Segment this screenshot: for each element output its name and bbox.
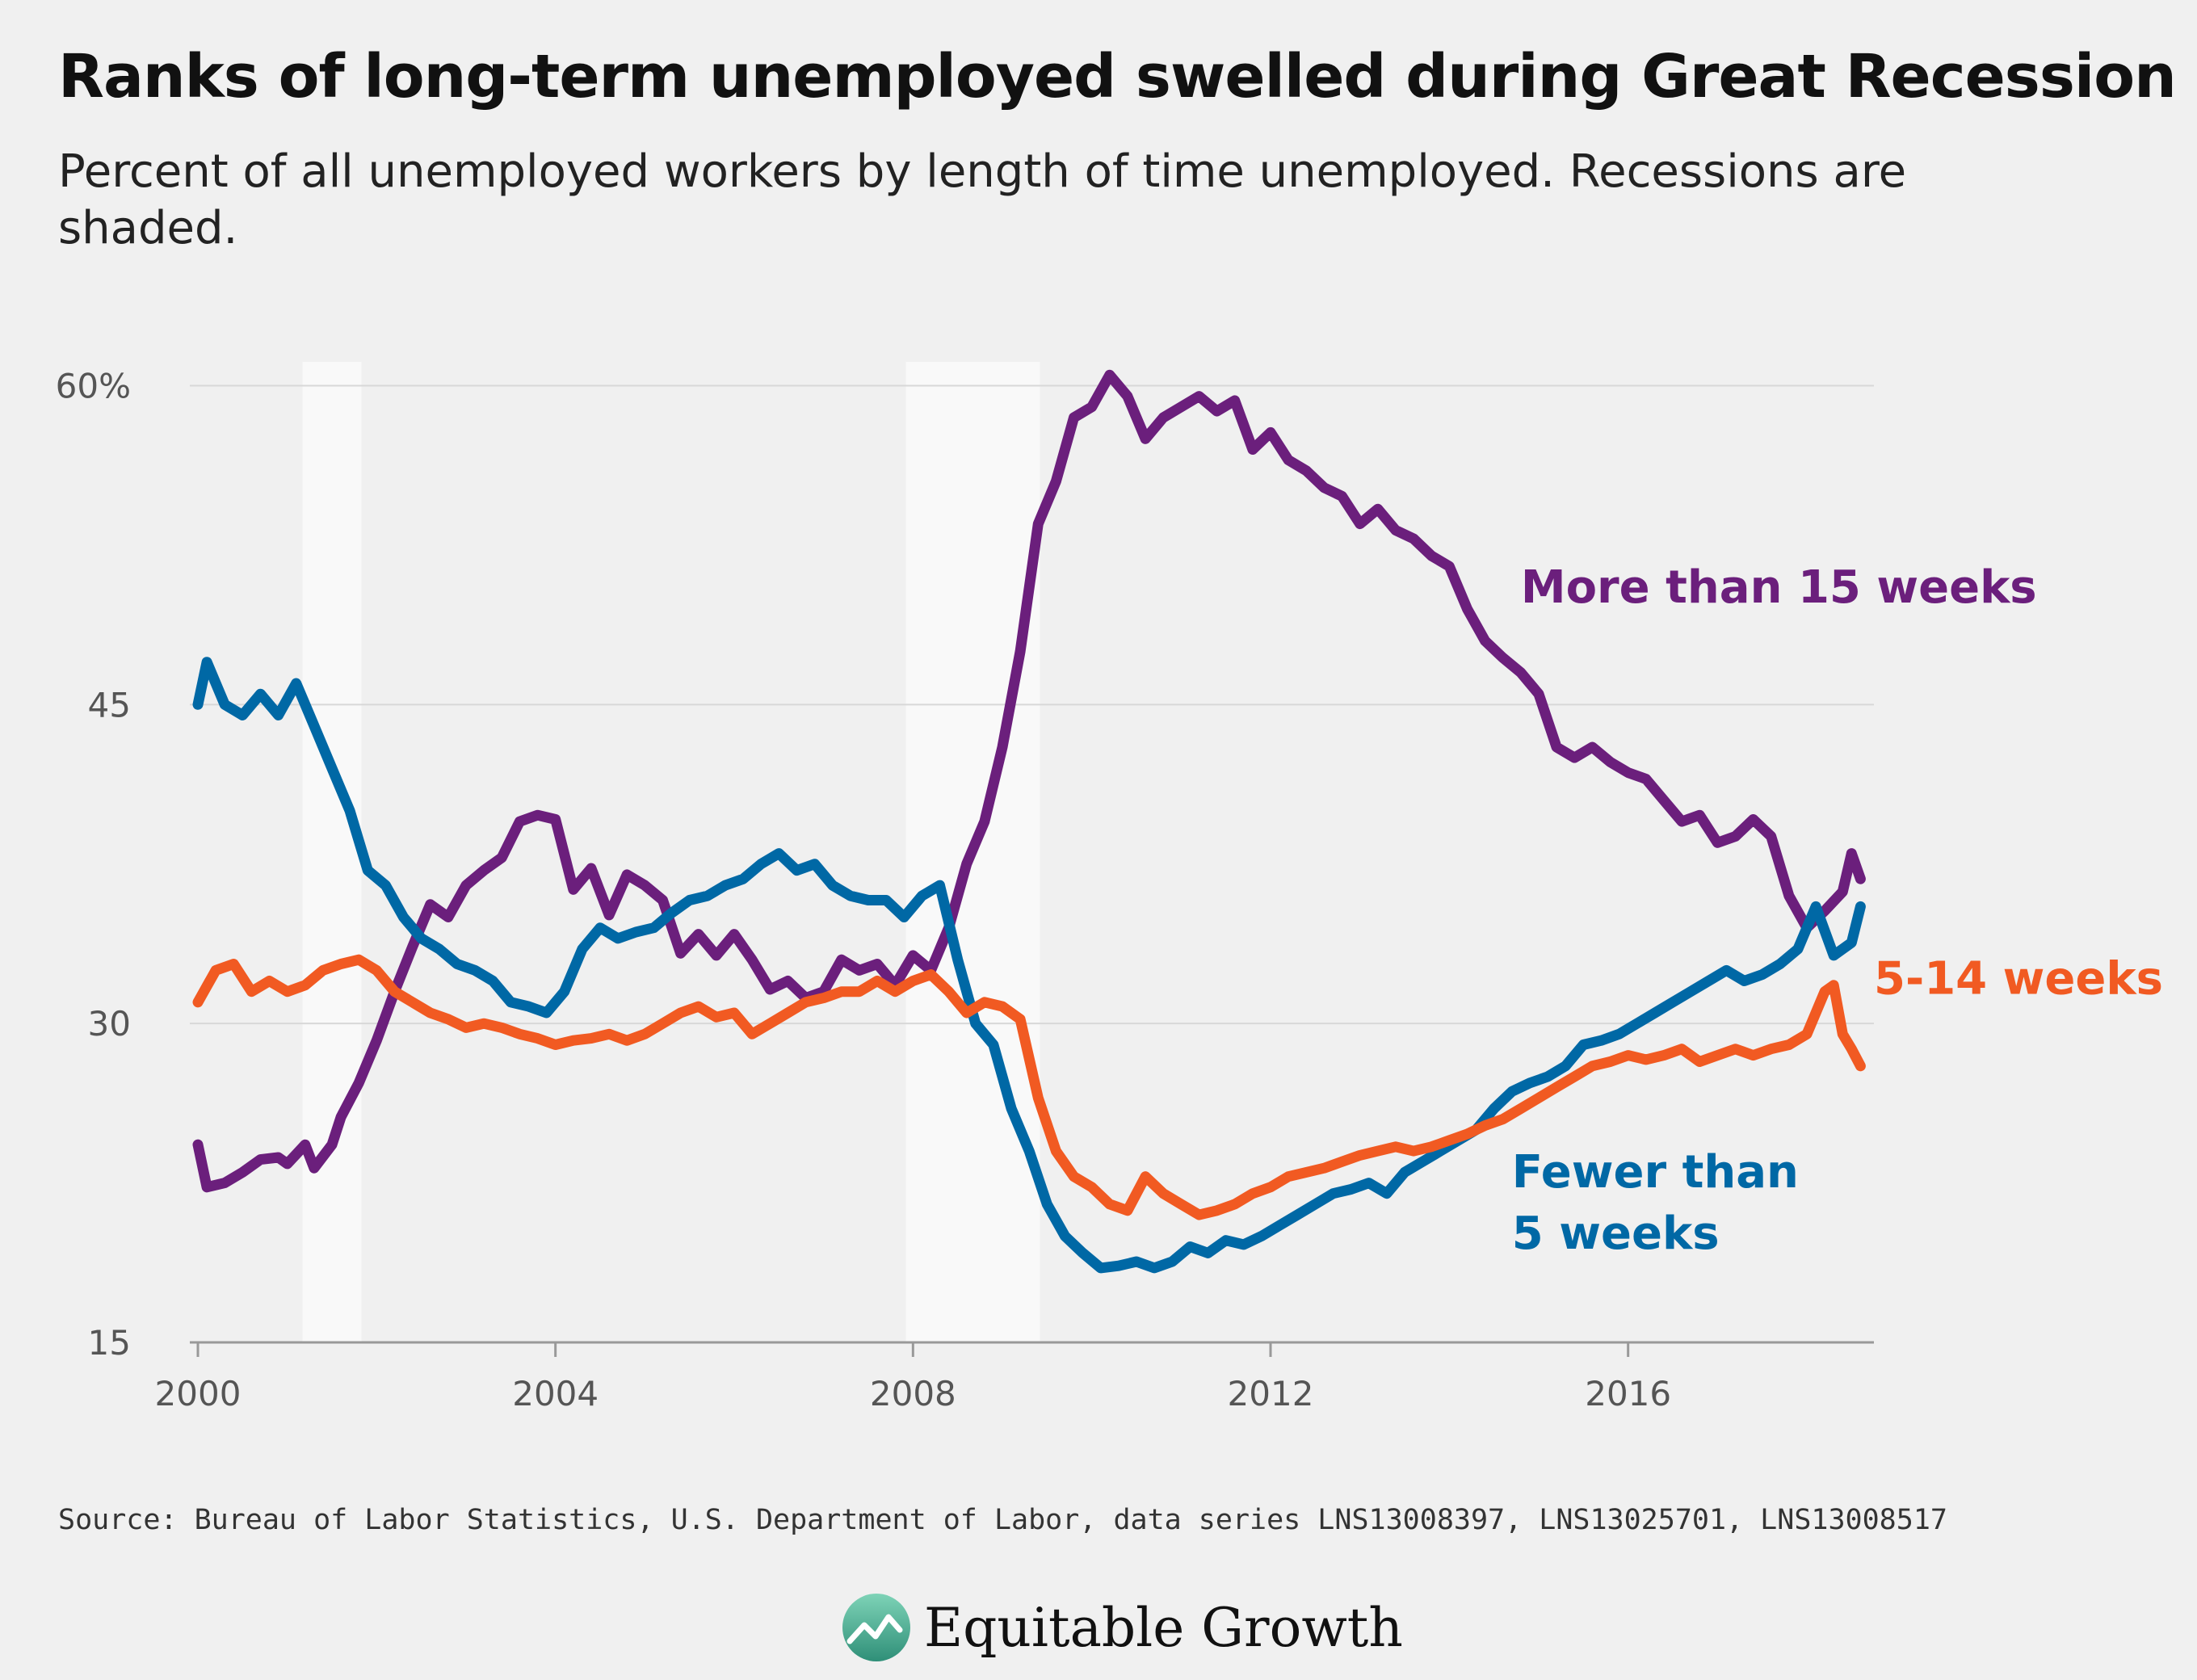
x-tick-label: 2008 (870, 1374, 956, 1413)
series-line-fewer-than-5-weeks (192, 657, 1866, 1274)
series-line-5-14-weeks (192, 954, 1866, 1220)
x-tick-label: 2004 (512, 1374, 599, 1413)
source-note: Source: Bureau of Labor Statistics, U.S.… (58, 1504, 1947, 1536)
recession-band-0 (302, 362, 362, 1342)
y-axis: 15 30 45 60% (56, 366, 131, 1363)
chart-title: Ranks of long-term unemployed swelled du… (58, 42, 2177, 111)
series-line-more-than-15-weeks (192, 369, 1866, 1193)
logo-wordmark: Equitable Growth (924, 1596, 1403, 1659)
series-label: 5-14 weeks (1874, 952, 2163, 1005)
y-tick-label: 60% (56, 366, 131, 405)
chart-subtitle: Percent of all unemployed workers by len… (58, 145, 1907, 254)
series-labels: More than 15 weeks 5-14 weeks Fewer than 5 … (1512, 561, 2163, 1260)
recession-bands (302, 362, 1040, 1342)
growth-chart-icon (842, 1594, 910, 1661)
series-label: More than 15 weeks (1521, 561, 2037, 614)
y-tick-label: 30 (88, 1004, 131, 1044)
y-tick-label: 45 (88, 685, 131, 724)
x-tick-label: 2000 (155, 1374, 242, 1413)
x-axis: 2000 2004 2008 2012 2016 (155, 1342, 1671, 1413)
series-lines (192, 369, 1866, 1274)
y-tick-label: 15 (88, 1323, 131, 1363)
series-label: Fewer than 5 weeks (1512, 1146, 1799, 1260)
x-tick-label: 2016 (1585, 1374, 1671, 1413)
x-tick-label: 2012 (1228, 1374, 1314, 1413)
line-chart: 15 30 45 60% 2000 2004 2008 2012 2016 More than… (55, 362, 2163, 1413)
brand-logo: Equitable Growth (840, 1587, 1403, 1668)
